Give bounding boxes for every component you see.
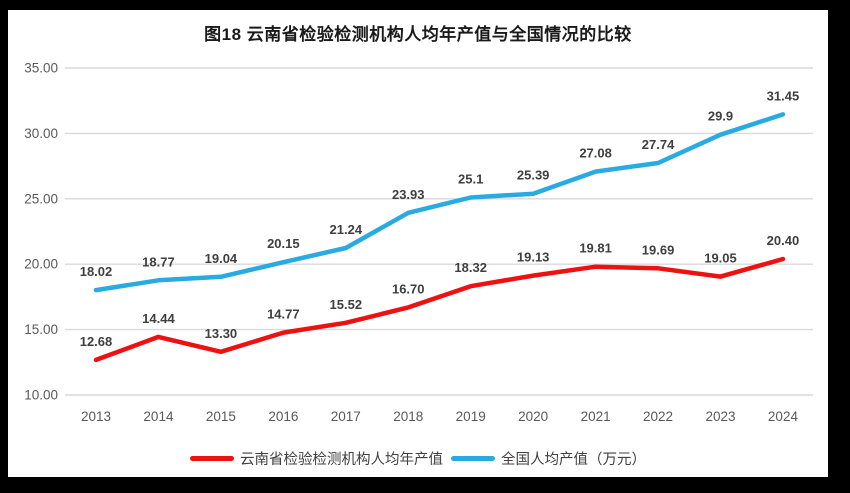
y-axis-tick-label: 35.00 — [24, 61, 58, 76]
yunnan-series-line — [93, 256, 786, 363]
data-point-label: 14.44 — [142, 311, 175, 326]
data-point-label: 19.05 — [704, 251, 737, 266]
x-axis-tick-label: 2018 — [393, 409, 423, 424]
legend-label-national: 全国人均产值（万元） — [501, 452, 646, 468]
x-axis-tick-label: 2017 — [331, 409, 361, 424]
national-series-line — [93, 112, 786, 293]
x-axis-tick-label: 2014 — [143, 409, 174, 424]
data-point-label: 16.70 — [392, 281, 425, 296]
x-axis-tick-label: 2023 — [705, 409, 735, 424]
data-point-label: 29.9 — [708, 109, 733, 124]
x-axis-tick-label: 2021 — [581, 409, 611, 424]
data-point-label: 23.93 — [392, 187, 425, 202]
y-axis-tick-label: 15.00 — [24, 322, 58, 337]
data-point-label: 25.1 — [458, 171, 483, 186]
x-axis-tick-label: 2016 — [268, 409, 298, 424]
yunnan-series-swatch-icon — [190, 456, 234, 461]
x-axis-tick-label: 2020 — [518, 409, 548, 424]
data-point-label: 18.02 — [80, 264, 113, 279]
data-point-label: 18.32 — [454, 260, 487, 275]
data-point-label: 20.15 — [267, 236, 300, 251]
chart-legend: 云南省检验检测机构人均年产值 全国人均产值（万元） — [8, 448, 828, 469]
legend-item-national: 全国人均产值（万元） — [451, 448, 646, 469]
data-point-label: 19.13 — [517, 250, 550, 265]
data-point-label: 13.30 — [205, 326, 238, 341]
x-axis-tick-label: 2022 — [643, 409, 673, 424]
data-point-label: 20.40 — [767, 233, 800, 248]
y-axis-tick-label: 20.00 — [24, 257, 58, 272]
data-point-label: 27.08 — [579, 146, 612, 161]
data-point-label: 27.74 — [642, 137, 675, 152]
y-axis-tick-label: 10.00 — [24, 388, 58, 403]
chart-title: 图18 云南省检验检测机构人均年产值与全国情况的比较 — [204, 25, 632, 44]
data-point-label: 18.77 — [142, 254, 175, 269]
data-point-label: 19.04 — [205, 251, 238, 266]
data-point-label: 15.52 — [330, 297, 363, 312]
data-point-label: 19.81 — [579, 241, 612, 256]
data-point-label: 31.45 — [767, 88, 800, 103]
legend-label-yunnan: 云南省检验检测机构人均年产值 — [240, 452, 443, 468]
y-axis-tick-label: 30.00 — [24, 126, 58, 141]
legend-item-yunnan: 云南省检验检测机构人均年产值 — [190, 448, 443, 469]
data-point-label: 25.39 — [517, 168, 550, 183]
x-axis-tick-label: 2013 — [81, 409, 111, 424]
x-axis-tick-label: 2024 — [768, 409, 799, 424]
y-axis-tick-label: 25.00 — [24, 191, 58, 206]
data-point-label: 19.69 — [642, 242, 675, 257]
x-axis-tick-label: 2015 — [206, 409, 236, 424]
data-point-label: 21.24 — [330, 222, 363, 237]
data-point-label: 14.77 — [267, 307, 300, 322]
chart-canvas — [8, 10, 828, 477]
x-axis-tick-label: 2019 — [456, 409, 486, 424]
national-series-swatch-icon — [451, 456, 495, 461]
data-point-label: 12.68 — [80, 334, 113, 349]
